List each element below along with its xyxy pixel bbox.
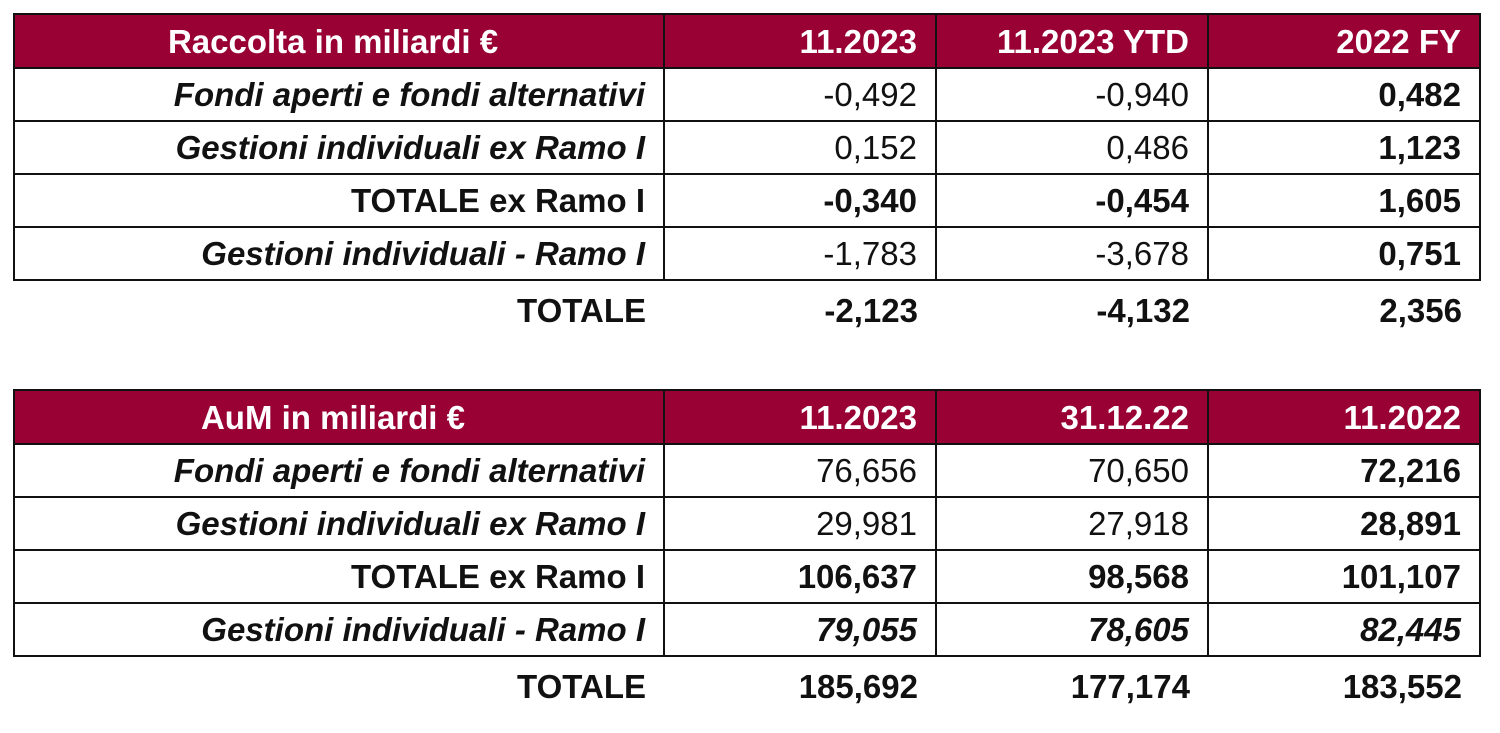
table-row: Fondi aperti e fondi alternativi -0,492 …: [13, 67, 1481, 122]
total-value: -4,132: [1096, 291, 1190, 329]
cell-value: 29,981: [663, 496, 937, 551]
table-row: TOTALE ex Ramo I 106,637 98,568 101,107: [13, 549, 1481, 604]
row-label: Fondi aperti e fondi alternativi: [13, 67, 665, 122]
raccolta-header-label: Raccolta in miliardi €: [13, 13, 665, 69]
cell-value: 0,486: [935, 120, 1209, 175]
row-label: Gestioni individuali ex Ramo I: [13, 496, 665, 551]
cell-value: 28,891: [1207, 496, 1481, 551]
aum-table: AuM in miliardi € 11.2023 31.12.22 11.20…: [13, 389, 1481, 715]
row-label: Fondi aperti e fondi alternativi: [13, 443, 665, 498]
cell-value: 72,216: [1207, 443, 1481, 498]
table-row: TOTALE ex Ramo I -0,340 -0,454 1,605: [13, 173, 1481, 228]
raccolta-header-row: Raccolta in miliardi € 11.2023 11.2023 Y…: [13, 13, 1481, 69]
cell-value: -0,940: [935, 67, 1209, 122]
row-label: Gestioni individuali ex Ramo I: [13, 120, 665, 175]
cell-value: -3,678: [935, 226, 1209, 281]
aum-header-col-3: 11.2022: [1207, 389, 1481, 445]
cell-value: -0,340: [663, 173, 937, 228]
cell-value: 1,605: [1207, 173, 1481, 228]
cell-value: -1,783: [663, 226, 937, 281]
cell-value: 27,918: [935, 496, 1209, 551]
total-value: 183,552: [1342, 667, 1462, 705]
raccolta-header-col-2: 11.2023 YTD: [935, 13, 1209, 69]
cell-value: 78,605: [935, 602, 1209, 657]
cell-value: 76,656: [663, 443, 937, 498]
table-row: Gestioni individuali ex Ramo I 29,981 27…: [13, 496, 1481, 551]
table-row: Gestioni individuali - Ramo I 79,055 78,…: [13, 602, 1481, 657]
total-row: TOTALE 185,692 177,174 183,552: [14, 656, 1480, 715]
raccolta-table: Raccolta in miliardi € 11.2023 11.2023 Y…: [13, 13, 1481, 339]
aum-header-col-2: 31.12.22: [935, 389, 1209, 445]
row-label: Gestioni individuali - Ramo I: [13, 602, 665, 657]
raccolta-header-col-3: 2022 FY: [1207, 13, 1481, 69]
table-row: Fondi aperti e fondi alternativi 76,656 …: [13, 443, 1481, 498]
total-value: -2,123: [824, 291, 918, 329]
cell-value: 79,055: [663, 602, 937, 657]
cell-value: -0,454: [935, 173, 1209, 228]
row-label: TOTALE ex Ramo I: [13, 549, 665, 604]
cell-value: 0,482: [1207, 67, 1481, 122]
row-label: TOTALE ex Ramo I: [13, 173, 665, 228]
raccolta-header-col-1: 11.2023: [663, 13, 937, 69]
table-row: Gestioni individuali ex Ramo I 0,152 0,4…: [13, 120, 1481, 175]
total-value: 2,356: [1379, 291, 1462, 329]
cell-value: 0,751: [1207, 226, 1481, 281]
table-row: Gestioni individuali - Ramo I -1,783 -3,…: [13, 226, 1481, 281]
cell-value: 101,107: [1207, 549, 1481, 604]
aum-header-col-1: 11.2023: [663, 389, 937, 445]
total-label: TOTALE: [517, 667, 646, 705]
cell-value: 106,637: [663, 549, 937, 604]
cell-value: 0,152: [663, 120, 937, 175]
aum-header-label: AuM in miliardi €: [13, 389, 665, 445]
cell-value: 82,445: [1207, 602, 1481, 657]
cell-value: 70,650: [935, 443, 1209, 498]
total-value: 185,692: [798, 667, 918, 705]
row-label: Gestioni individuali - Ramo I: [13, 226, 665, 281]
cell-value: 1,123: [1207, 120, 1481, 175]
cell-value: 98,568: [935, 549, 1209, 604]
aum-header-row: AuM in miliardi € 11.2023 31.12.22 11.20…: [13, 389, 1481, 445]
total-value: 177,174: [1070, 667, 1190, 705]
cell-value: -0,492: [663, 67, 937, 122]
total-row: TOTALE -2,123 -4,132 2,356: [14, 280, 1480, 339]
total-label: TOTALE: [517, 291, 646, 329]
